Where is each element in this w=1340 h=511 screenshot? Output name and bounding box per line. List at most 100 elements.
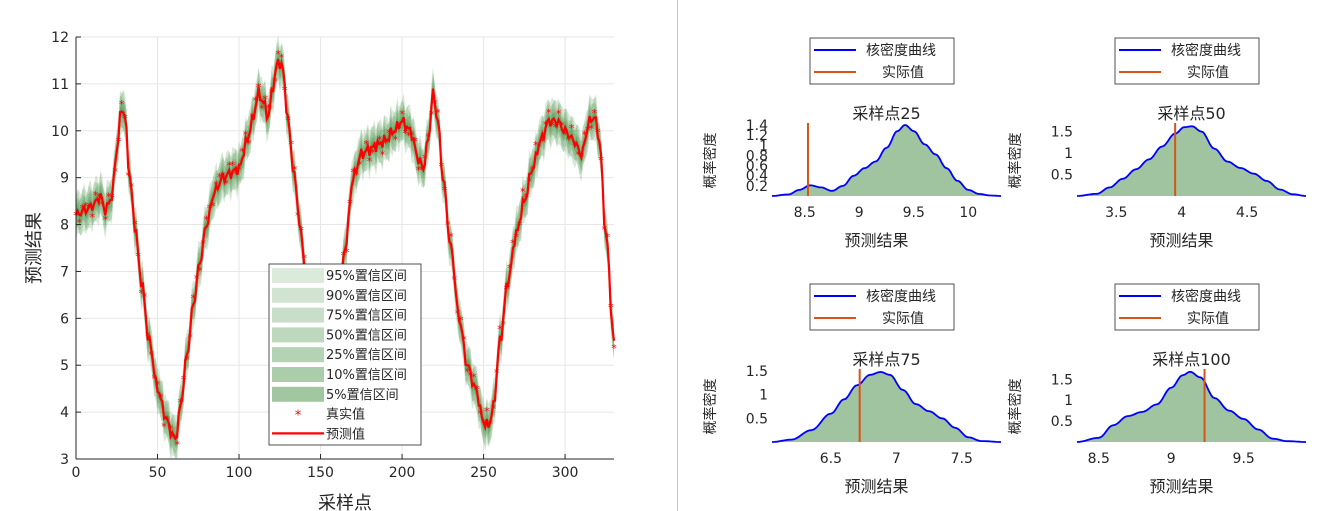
actual-point: * xyxy=(582,128,588,141)
kde-subplots: 8.5 9 9.5 100.20.40.60.811.21.4采样点25预测结果概率密… xyxy=(702,37,1307,496)
actual-point: * xyxy=(266,102,272,115)
x-tick-label: 9 xyxy=(855,205,864,221)
legend-label: 实际值 xyxy=(882,311,924,327)
actual-point: * xyxy=(588,123,594,136)
legend-swatch-band xyxy=(272,347,324,363)
actual-point: * xyxy=(275,48,281,61)
actual-point: * xyxy=(575,149,581,162)
main-confidence-chart: * * * * * * * * * * * * * * * * * * * * * * * * * * * * * * * * * * * * * * * *… xyxy=(24,30,617,511)
actual-point: * xyxy=(142,291,148,304)
actual-point: * xyxy=(484,405,490,418)
x-tick-label: 4.5 xyxy=(1236,205,1258,221)
legend-label: 核密度曲线 xyxy=(1171,42,1241,59)
x-tick-label: 7.5 xyxy=(951,451,973,467)
y-tick-label: 1 xyxy=(759,388,768,404)
actual-point: * xyxy=(129,180,135,193)
actual-point: * xyxy=(546,107,552,120)
actual-point: * xyxy=(416,164,422,177)
actual-point: * xyxy=(236,163,242,176)
actual-point: * xyxy=(197,265,203,278)
actual-point: * xyxy=(253,94,259,107)
actual-point: * xyxy=(77,217,83,230)
x-tick-label: 50 xyxy=(149,465,167,481)
actual-point: * xyxy=(347,197,353,210)
x-tick-label: 7 xyxy=(892,451,901,467)
kde-curve xyxy=(771,370,1001,443)
actual-point: * xyxy=(301,252,307,265)
y-axis-label: 概率密度 xyxy=(702,133,719,189)
y-tick-label: 4 xyxy=(60,405,69,421)
actual-point: * xyxy=(419,163,425,176)
actual-point: * xyxy=(455,307,461,320)
actual-point: * xyxy=(435,107,441,120)
actual-point: * xyxy=(403,127,409,140)
legend-label: 实际值 xyxy=(1187,311,1229,327)
kde-fill xyxy=(1077,371,1306,442)
actual-point: * xyxy=(393,134,399,147)
actual-point: * xyxy=(370,146,376,159)
actual-point: * xyxy=(207,202,213,215)
actual-point: * xyxy=(152,372,158,385)
actual-point: * xyxy=(285,114,291,127)
actual-point: * xyxy=(249,111,255,124)
actual-point: * xyxy=(168,422,174,435)
actual-point: * xyxy=(399,108,405,121)
y-tick-label: 1.5 xyxy=(746,364,768,380)
x-tick-label: 3.5 xyxy=(1105,205,1127,221)
x-tick-label: 9 xyxy=(1167,451,1176,467)
actual-point: * xyxy=(246,137,252,150)
legend-swatch-band xyxy=(272,386,324,402)
actual-point: * xyxy=(585,124,591,137)
y-tick-label: 1 xyxy=(1064,146,1073,162)
actual-point: * xyxy=(510,237,516,250)
actual-point: * xyxy=(611,342,617,355)
x-axis-label: 预测结果 xyxy=(1149,231,1213,250)
legend-swatch-band xyxy=(272,307,324,323)
legend-label: 25%置信区间 xyxy=(326,348,407,363)
actual-point: * xyxy=(282,84,288,97)
main-grid xyxy=(75,36,614,460)
legend-label: 75%置信区间 xyxy=(326,309,407,324)
y-tick-label: 1 xyxy=(1064,393,1073,409)
x-tick-label: 4 xyxy=(1177,205,1186,221)
actual-point: * xyxy=(357,159,363,172)
actual-point: * xyxy=(386,127,392,140)
actual-point: * xyxy=(556,107,562,120)
y-tick-label: 0.8 xyxy=(746,148,768,164)
actual-point: * xyxy=(380,149,386,162)
legend-label: 10%置信区间 xyxy=(326,368,407,383)
actual-point: * xyxy=(595,126,601,139)
actual-point: * xyxy=(217,171,223,184)
y-tick-label: 5 xyxy=(60,358,69,374)
actual-point: * xyxy=(517,219,523,232)
actual-point: * xyxy=(448,231,454,244)
actual-point: * xyxy=(429,108,435,121)
actual-point: * xyxy=(298,224,304,237)
y-tick-label: 1.5 xyxy=(1051,372,1073,388)
kde-curve xyxy=(1076,370,1306,443)
actual-point: * xyxy=(487,418,493,431)
actual-point: * xyxy=(233,168,239,181)
kde-panel-1: 8.5 9 9.5 10 0.20.40.60.811.21.4 采样点25 预测结果 概率密… xyxy=(702,37,1001,250)
x-tick-label: 9.5 xyxy=(1233,451,1255,467)
actual-point: * xyxy=(138,287,144,300)
actual-point: * xyxy=(598,154,604,167)
legend-box xyxy=(268,263,422,446)
actual-point: * xyxy=(465,365,471,378)
actual-point: * xyxy=(344,246,350,259)
actual-point: * xyxy=(256,81,262,94)
main-legend: 95%置信区间 90%置信区间 75%置信区间 50%置信区间 25%置信区间 10%置信… xyxy=(268,263,422,446)
actual-point: * xyxy=(360,149,366,162)
actual-point: * xyxy=(513,231,519,244)
actual-point: * xyxy=(520,186,526,199)
actual-point: * xyxy=(90,211,96,224)
actual-point: * xyxy=(442,184,448,197)
y-tick-label: 1.2 xyxy=(746,128,768,144)
actual-point: * xyxy=(295,209,301,222)
legend-label: 核密度曲线 xyxy=(866,42,936,59)
actual-point: * xyxy=(458,314,464,327)
y-tick-label: 1.4 xyxy=(746,118,768,134)
actual-point: * xyxy=(373,140,379,153)
